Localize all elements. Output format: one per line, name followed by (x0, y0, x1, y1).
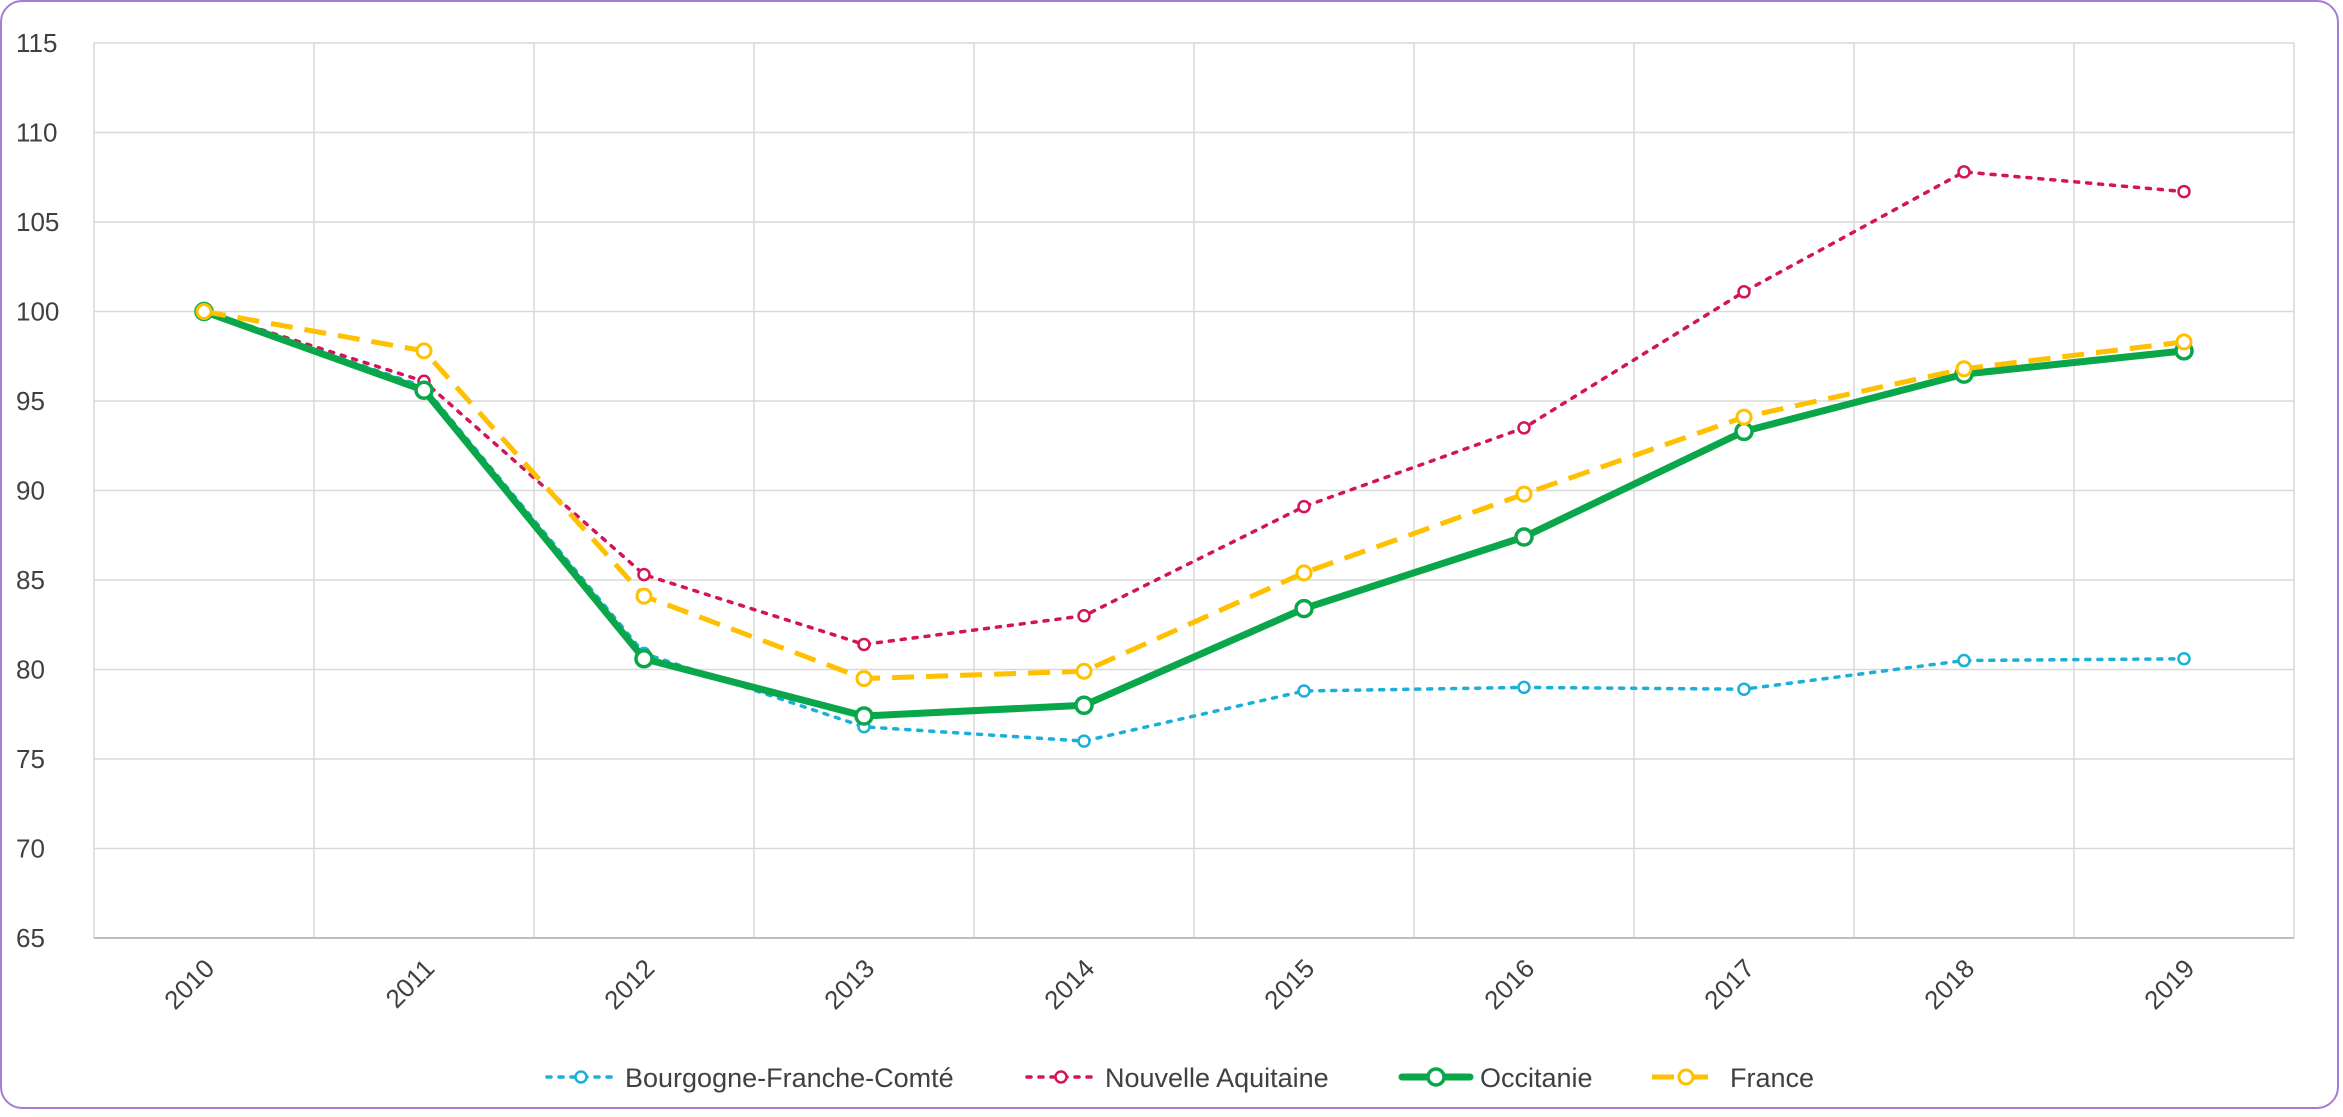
gridlines (93, 42, 2295, 939)
legend-label: Bourgogne-Franche-Comté (625, 1063, 954, 1093)
data-point (1957, 165, 1971, 179)
data-point (414, 380, 434, 401)
y-tick-label: 100 (16, 297, 59, 327)
y-tick-label: 110 (16, 118, 57, 148)
legend-marker (574, 1070, 588, 1084)
y-tick-label: 90 (16, 476, 45, 506)
series-3 (195, 303, 2193, 687)
data-point (1514, 527, 1534, 547)
series-line (202, 170, 2186, 647)
x-tick-label: 2012 (598, 953, 660, 1015)
legend-item: Bourgogne-Franche-Comté (545, 1063, 954, 1093)
x-tick-label: 2018 (1918, 953, 1980, 1015)
series-lines (194, 165, 2194, 748)
legend-item: France (1652, 1063, 1814, 1093)
data-point (415, 342, 433, 360)
data-point (2175, 333, 2193, 351)
data-point (1297, 684, 1311, 698)
x-tick-label: 2017 (1698, 953, 1760, 1015)
data-point (2177, 184, 2191, 199)
data-point (1075, 662, 1093, 680)
data-point (195, 303, 213, 320)
legend-item: Nouvelle Aquitaine (1025, 1063, 1329, 1093)
data-point (1294, 598, 1314, 619)
legend-marker (1677, 1068, 1695, 1086)
data-point (1517, 680, 1531, 695)
series-line (200, 308, 2188, 720)
data-point (854, 706, 874, 726)
data-point (634, 649, 654, 669)
legend-label: Occitanie (1480, 1063, 1593, 1093)
legend-item: Occitanie (1398, 1063, 1593, 1093)
legend-label: Nouvelle Aquitaine (1105, 1063, 1329, 1093)
data-point (1734, 421, 1754, 442)
data-point (1737, 682, 1751, 696)
x-tick-label: 2014 (1038, 953, 1100, 1015)
x-tick-label: 2013 (818, 953, 880, 1015)
data-point (1295, 564, 1313, 582)
legend-marker (1426, 1067, 1446, 1087)
data-point (1297, 499, 1311, 514)
y-tick-label: 75 (16, 744, 45, 774)
legend-marker (1054, 1070, 1068, 1084)
series-line (202, 309, 2186, 743)
series-line (203, 309, 2185, 681)
data-point (1074, 695, 1094, 716)
data-point (637, 567, 651, 582)
data-point (1515, 485, 1533, 503)
data-point (855, 669, 873, 687)
data-point (1517, 421, 1531, 435)
y-tick-label: 85 (16, 565, 45, 595)
y-tick-label: 105 (16, 207, 59, 237)
data-point (635, 587, 653, 605)
data-point (1735, 408, 1753, 426)
data-point (1955, 360, 1973, 378)
x-tick-label: 2010 (158, 953, 220, 1015)
series-1 (197, 165, 2191, 652)
data-point (1737, 285, 1751, 299)
x-tick-label: 2015 (1258, 953, 1320, 1015)
x-tick-label: 2016 (1478, 953, 1540, 1015)
y-tick-label: 70 (16, 834, 45, 864)
data-point (1077, 609, 1091, 623)
x-axis-ticks: 2010 2011 2012 2013 2014 2015 2016 2017 2018 2019 (158, 953, 2200, 1015)
data-point (857, 637, 871, 652)
data-point (1077, 734, 1091, 748)
y-tick-label: 80 (16, 655, 45, 685)
legend-label: France (1730, 1063, 1814, 1093)
data-point (2177, 652, 2191, 666)
y-tick-label: 115 (16, 28, 57, 58)
y-tick-label: 95 (16, 386, 45, 416)
data-point (1957, 653, 1971, 668)
x-tick-label: 2011 (379, 953, 440, 1014)
legend: Bourgogne-Franche-Comté Nouvelle Aquitain… (545, 1063, 1814, 1093)
y-axis-ticks: 65 70 75 80 85 90 95 100 105 110 115 (16, 28, 59, 953)
x-tick-label: 2019 (2138, 953, 2200, 1015)
y-tick-label: 65 (16, 923, 45, 953)
